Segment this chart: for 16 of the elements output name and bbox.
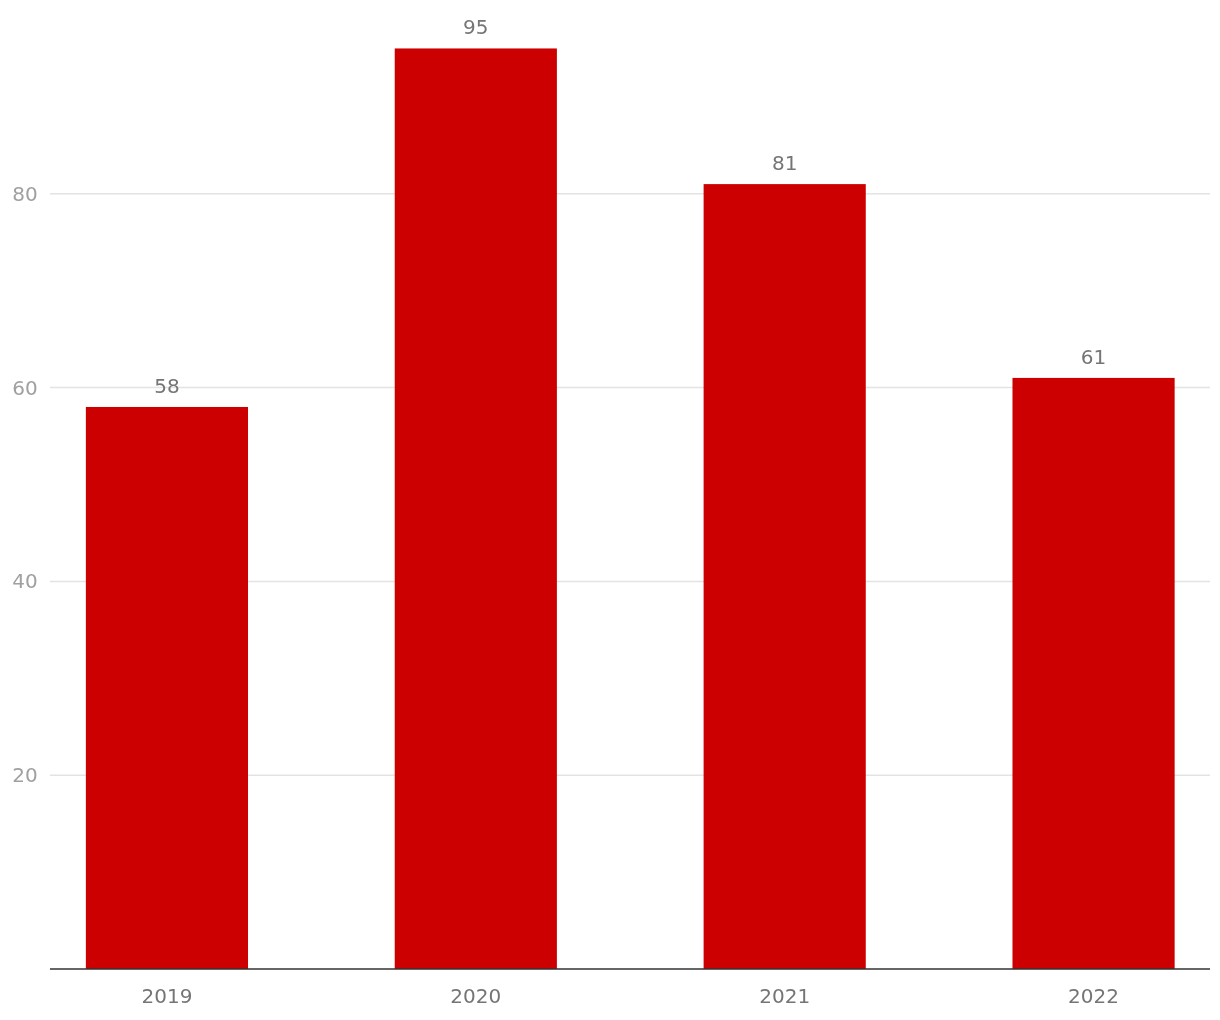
data-label: 58 — [154, 373, 180, 398]
data-label: 81 — [771, 151, 798, 176]
data-label: 95 — [463, 15, 489, 40]
y-tick-label: 40 — [12, 569, 38, 594]
x-tick-label: 2020 — [450, 984, 502, 1008]
data-label: 61 — [1080, 344, 1107, 369]
bar — [1012, 377, 1175, 969]
bar — [394, 48, 557, 969]
x-tick-label: 2019 — [141, 984, 193, 1008]
y-tick-label: 80 — [12, 181, 38, 206]
x-tick-label: 2021 — [759, 984, 811, 1008]
y-tick-label: 60 — [12, 375, 38, 400]
y-tick-label: 20 — [12, 763, 38, 788]
bar — [85, 406, 249, 969]
x-tick-label: 2022 — [1068, 984, 1120, 1008]
bar — [703, 184, 866, 969]
